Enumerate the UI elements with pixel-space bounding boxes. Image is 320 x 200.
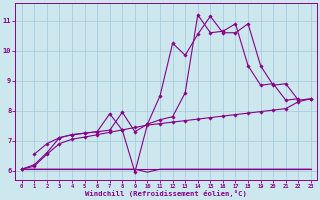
- X-axis label: Windchill (Refroidissement éolien,°C): Windchill (Refroidissement éolien,°C): [85, 190, 247, 197]
